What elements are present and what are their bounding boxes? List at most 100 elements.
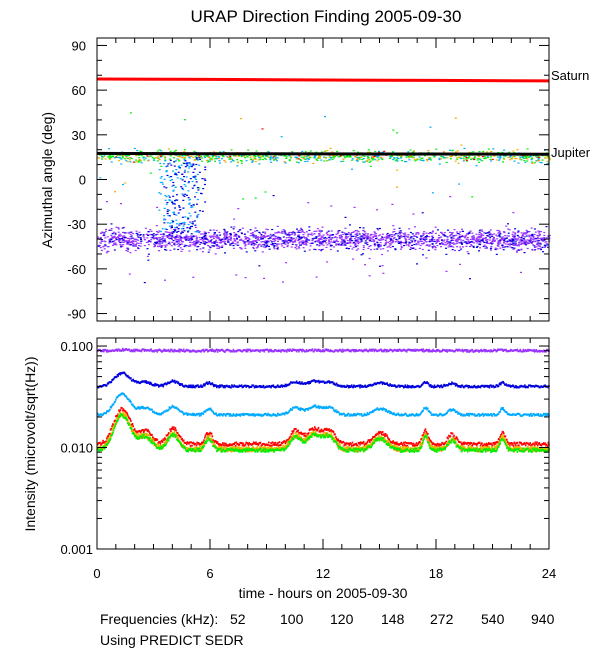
azimuth-point (483, 157, 486, 160)
intensity-point (150, 348, 153, 351)
azimuth-point (450, 239, 453, 241)
azimuth-point (125, 240, 128, 243)
azimuth-point (386, 232, 389, 235)
azimuth-point (504, 241, 507, 243)
azimuth-point (397, 242, 400, 244)
intensity-point (344, 349, 347, 352)
azimuth-point (111, 155, 114, 158)
intensity-point (439, 386, 441, 389)
azimuth-point (458, 238, 461, 240)
azimuth-point (251, 160, 254, 162)
azimuth-point (172, 195, 175, 197)
azimuth-point (150, 230, 153, 232)
azimuth-point (345, 233, 348, 235)
azimuth-point (173, 213, 176, 215)
intensity-point (456, 348, 458, 351)
azimuth-point (172, 184, 175, 186)
azimuth-point (413, 150, 415, 152)
azimuth-point (326, 244, 329, 246)
azimuth-point (528, 156, 531, 158)
azimuth-point (223, 238, 226, 240)
azimuth-point (345, 237, 348, 239)
azimuth-point (179, 155, 182, 157)
azimuth-point (178, 205, 181, 207)
intensity-point (112, 403, 115, 406)
azimuth-point (434, 232, 437, 234)
azimuth-point (360, 238, 363, 240)
azimuth-point (497, 242, 500, 244)
azimuth-point (412, 238, 415, 240)
azimuth-point (239, 247, 242, 249)
azimuth-point (168, 199, 171, 202)
azimuth-point (255, 235, 257, 237)
azimuth-point (349, 233, 352, 235)
azimuth-point (232, 247, 235, 249)
intensity-point (521, 350, 523, 353)
azimuth-point (207, 251, 210, 253)
intensity-point (433, 386, 435, 389)
azimuth-point (151, 234, 154, 236)
azimuth-point (110, 161, 113, 163)
azimuth-point (335, 239, 338, 241)
azimuth-point (171, 185, 174, 187)
azimuth-point (282, 236, 285, 238)
azimuth-point (489, 156, 492, 158)
azimuth-point (534, 241, 537, 243)
azimuth-point (424, 241, 427, 243)
azimuth-point (399, 233, 402, 235)
azimuth-point (191, 242, 194, 244)
azimuth-point (139, 150, 142, 152)
azimuth-point (460, 248, 463, 250)
azimuth-point (231, 159, 234, 161)
intensity-point (210, 348, 212, 351)
intensity-point (247, 385, 250, 388)
azimuth-point (454, 243, 457, 245)
azimuth-point (304, 242, 307, 244)
intensity-point (191, 413, 193, 416)
azimuth-point (462, 246, 464, 248)
azimuth-point (292, 241, 295, 243)
azimuth-point (381, 253, 384, 256)
azimuth-point (431, 230, 434, 232)
azimuth-point (489, 158, 492, 160)
azimuth-point (420, 235, 422, 237)
azimuth-point (209, 241, 212, 243)
azimuth-point (319, 231, 322, 233)
azimuth-point (542, 238, 545, 240)
azimuth-point (444, 157, 447, 159)
intensity-point (216, 386, 218, 389)
intensity-point (97, 412, 99, 415)
azimuth-point (513, 235, 516, 237)
azimuth-point (391, 203, 394, 205)
azimuth-point (188, 157, 191, 159)
azimuth-point (228, 243, 231, 245)
azimuth-point (379, 244, 382, 246)
azimuth-point (236, 238, 238, 240)
azimuth-point (189, 215, 192, 217)
azimuth-point (180, 186, 183, 188)
intensity-point (150, 382, 153, 385)
azimuth-point (289, 157, 292, 159)
azimuth-point (313, 157, 316, 159)
azimuth-point (260, 237, 262, 239)
azimuth-point (291, 238, 293, 240)
azimuth-point (265, 244, 268, 246)
azimuth-point (243, 241, 246, 243)
azimuth-point (440, 231, 442, 233)
azimuth-point (302, 158, 305, 160)
azimuth-point (167, 242, 170, 244)
azimuth-point (515, 239, 518, 241)
azimuth-point (126, 237, 129, 240)
azimuth-point (387, 236, 390, 238)
azimuth-point (181, 230, 184, 232)
azimuth-point (535, 156, 538, 158)
azimuth-point (198, 164, 201, 166)
azimuth-point (249, 156, 252, 158)
azimuth-point (209, 236, 212, 239)
intensity-point (526, 349, 528, 352)
azimuth-point (269, 237, 271, 239)
azimuth-point (99, 237, 102, 239)
azimuth-point (457, 238, 459, 240)
intensity-point (298, 381, 301, 383)
